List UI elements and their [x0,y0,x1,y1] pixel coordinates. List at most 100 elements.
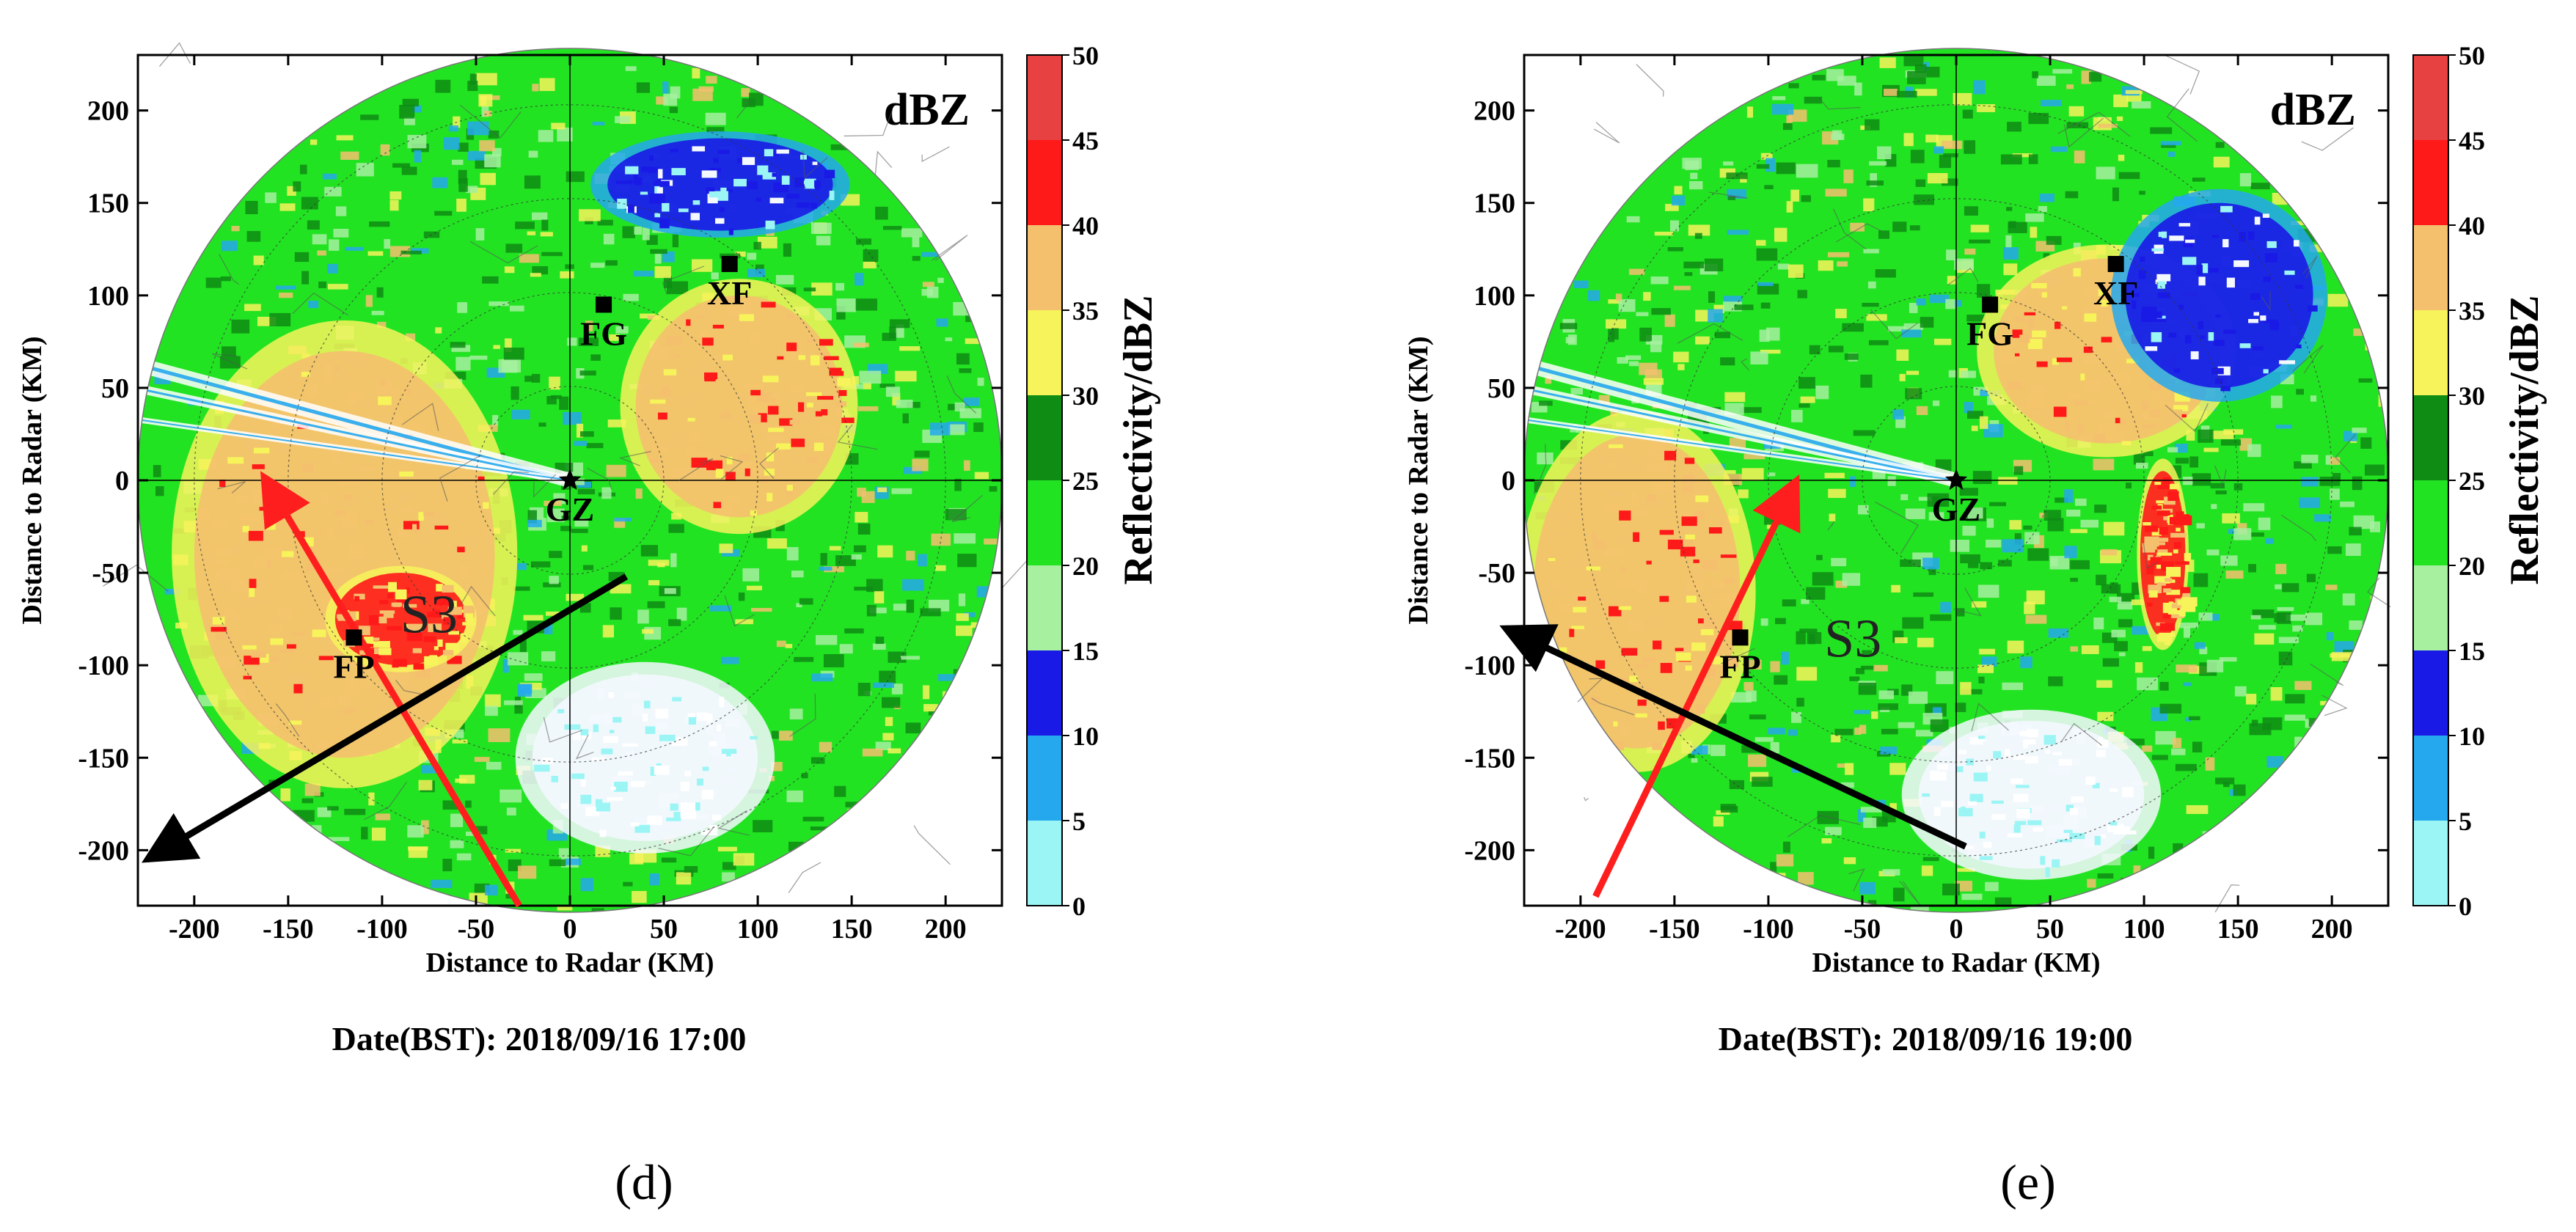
echo-speckle [546,396,557,405]
echo-speckle [714,218,725,224]
echo-speckle [810,202,817,209]
echo-speckle [785,644,793,648]
county-boundary [1787,815,1861,837]
echo-speckle [2211,367,2224,375]
echo-speckle [1798,872,1814,885]
echo-speckle [974,472,989,480]
county-boundary [1947,267,1979,286]
echo-speckle [395,589,407,600]
echo-speckle [591,757,606,761]
y-tick-label: 100 [87,281,129,312]
echo-speckle [378,648,392,656]
echo-speckle [502,359,522,373]
echo-speckle [301,798,314,804]
echo-speckle [704,374,716,382]
echo-speckle [434,525,449,530]
echo-speckle [659,734,676,741]
echo-speckle [935,565,946,571]
echo-speckle [2126,359,2140,364]
echo-speckle [205,277,222,288]
echo-speckle [1928,512,1944,521]
echo-speckle [421,765,441,774]
colorbar-tick-label: 5 [1072,807,1086,836]
echo-speckle [2096,166,2115,180]
echo-speckle [706,187,715,194]
echo-speckle [853,342,869,348]
echo-speckle [2025,615,2047,624]
echo-speckle [2203,447,2219,452]
echo-speckle [2294,736,2302,748]
echo-speckle [662,81,669,94]
echo-speckle [407,825,424,838]
echo-speckle [882,697,901,708]
echo-speckle [1918,496,1934,501]
echo-speckle [2252,609,2275,618]
echo-speckle [2050,146,2068,153]
echo-speckle [2251,719,2258,727]
echo-speckle [954,402,965,411]
echo-speckle [327,263,338,274]
echo-speckle [815,411,822,417]
echo-speckle [603,736,618,744]
echo-speckle [2234,686,2247,697]
echo-speckle [1799,628,1818,633]
echo-speckle [538,130,554,142]
y-tick-label: 0 [115,466,129,496]
echo-speckle [2186,804,2209,814]
echo-speckle [580,729,589,736]
echo-speckle [1724,392,1746,403]
echo-speckle [829,546,841,551]
echo-speckle [381,380,386,386]
echo-speckle [308,301,319,309]
echo-speckle [906,599,915,613]
echo-speckle [1863,198,1875,212]
echo-speckle [424,656,439,666]
county-boundary [1593,122,1620,144]
county-boundary [395,679,428,696]
echo-speckle [450,840,464,848]
county-boundary [802,150,828,179]
echo-speckle [1637,700,1647,706]
echo-speckle [654,265,671,279]
echo-speckle [407,623,423,633]
echo-speckle [711,272,719,279]
echo-speckle [681,802,696,811]
echo-speckle [432,609,440,613]
echo-speckle [1608,606,1622,617]
echo-speckle [399,471,414,477]
echo-speckle [706,127,725,133]
echo-speckle [706,460,723,471]
echo-speckle [456,198,466,212]
colorbar-tick-label: 0 [1072,892,1086,921]
echo-speckle [735,619,753,625]
echo-speckle [249,579,257,588]
echo-speckle [448,631,459,635]
echo-speckle [1942,883,1960,895]
echo-speckle [786,790,803,802]
echo-speckle [1718,470,1736,474]
echo-speckle [649,193,666,204]
echo-speckle [2009,520,2022,530]
echo-speckle [2007,640,2024,653]
echo-speckle [1964,140,1976,154]
echo-speckle [670,553,677,568]
radar-panel-d: dBZ Date(BST): 2018/09/16 17:00 (d) -200… [17,42,1032,1210]
echo-speckle [2184,553,2192,561]
echo-speckle [1906,370,1920,375]
echo-speckle [2070,560,2090,570]
echo-speckle [796,202,810,208]
echo-speckle [1659,529,1674,535]
echo-speckle [2039,193,2054,202]
echo-speckle [318,281,326,288]
echo-speckle [1922,857,1939,862]
echo-speckle [1554,647,1567,653]
echo-speckle [855,512,868,523]
echo-region [1918,720,2145,869]
x-tick-label: 0 [563,914,577,945]
echo-speckle [406,387,411,395]
colorbar-segment [1027,395,1062,480]
echo-speckle [1925,66,1940,78]
echo-speckle [786,485,793,491]
echo-speckle [976,586,993,598]
echo-speckle [1979,416,1988,429]
